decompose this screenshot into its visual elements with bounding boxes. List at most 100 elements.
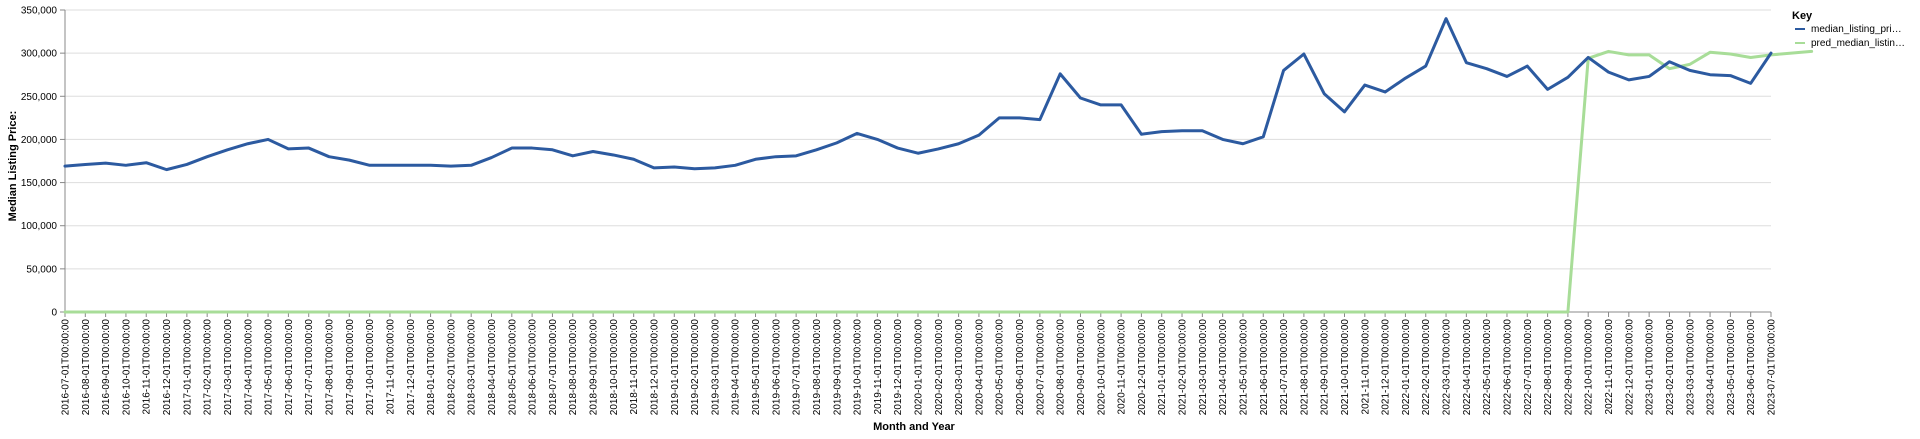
x-tick-label: 2022-03-01T00:00:00 xyxy=(1442,319,1453,416)
x-tick-label: 2022-01-01T00:00:00 xyxy=(1401,319,1412,416)
y-tick-label: 200,000 xyxy=(21,135,58,146)
x-tick-label: 2020-09-01T00:00:00 xyxy=(1076,319,1087,416)
x-tick-label: 2021-09-01T00:00:00 xyxy=(1320,319,1331,416)
x-tick-label: 2023-06-01T00:00:00 xyxy=(1746,319,1757,416)
x-tick-label: 2019-03-01T00:00:00 xyxy=(710,319,721,416)
x-tick-label: 2021-04-01T00:00:00 xyxy=(1218,319,1229,416)
x-tick-label: 2016-10-01T00:00:00 xyxy=(121,319,132,416)
y-tick-label: 250,000 xyxy=(21,92,58,103)
x-tick-label: 2020-02-01T00:00:00 xyxy=(934,319,945,416)
x-tick-label: 2019-04-01T00:00:00 xyxy=(731,319,742,416)
series-line-pred-median-listing-price xyxy=(63,49,1814,314)
x-tick-label: 2017-04-01T00:00:00 xyxy=(243,319,254,416)
x-tick-label: 2020-11-01T00:00:00 xyxy=(1117,319,1128,415)
x-tick-label: 2023-01-01T00:00:00 xyxy=(1645,319,1656,416)
x-tick-label: 2017-10-01T00:00:00 xyxy=(365,319,376,416)
x-tick-label: 2022-08-01T00:00:00 xyxy=(1543,319,1554,416)
x-tick-label: 2019-10-01T00:00:00 xyxy=(853,319,864,416)
x-tick-label: 2022-05-01T00:00:00 xyxy=(1482,319,1493,416)
x-tick-label: 2017-07-01T00:00:00 xyxy=(304,319,315,416)
x-tick-label: 2020-08-01T00:00:00 xyxy=(1056,319,1067,416)
x-tick-label: 2016-07-01T00:00:00 xyxy=(61,319,72,416)
x-tick-label: 2021-01-01T00:00:00 xyxy=(1157,319,1168,416)
x-tick-labels: 2016-07-01T00:00:00 2016-08-01T00:00:00 20… xyxy=(61,319,1778,416)
x-tick-label: 2018-01-01T00:00:00 xyxy=(426,319,437,416)
x-tick-label: 2017-03-01T00:00:00 xyxy=(223,319,234,416)
x-tick-label: 2022-06-01T00:00:00 xyxy=(1502,319,1513,416)
x-tick-label: 2023-03-01T00:00:00 xyxy=(1685,319,1696,416)
x-tick-label: 2021-06-01T00:00:00 xyxy=(1259,319,1270,416)
x-tick-label: 2019-11-01T00:00:00 xyxy=(873,319,884,415)
x-tick-label: 2019-02-01T00:00:00 xyxy=(690,319,701,416)
series-layer xyxy=(63,17,1814,314)
x-tick-label: 2016-12-01T00:00:00 xyxy=(162,319,173,416)
x-tick-label: 2022-04-01T00:00:00 xyxy=(1462,319,1473,416)
x-tick-label: 2021-05-01T00:00:00 xyxy=(1238,319,1249,416)
x-tick-label: 2019-07-01T00:00:00 xyxy=(792,319,803,416)
x-tick-label: 2017-01-01T00:00:00 xyxy=(182,319,193,416)
x-tick-label: 2018-05-01T00:00:00 xyxy=(507,319,518,416)
y-tick-label: 50,000 xyxy=(26,264,57,275)
x-tick-label: 2020-03-01T00:00:00 xyxy=(954,319,965,416)
x-tick-label: 2018-10-01T00:00:00 xyxy=(609,319,620,416)
x-tick-label: 2019-12-01T00:00:00 xyxy=(893,319,904,416)
x-tick-label: 2020-07-01T00:00:00 xyxy=(1035,319,1046,416)
y-tick-label: 100,000 xyxy=(21,221,58,232)
x-tick-label: 2019-05-01T00:00:00 xyxy=(751,319,762,416)
y-tick-label: 300,000 xyxy=(21,49,58,60)
y-axis-title: Median Listing Price: xyxy=(7,111,19,222)
x-tick-label: 2018-07-01T00:00:00 xyxy=(548,319,559,416)
x-tick-label: 2023-05-01T00:00:00 xyxy=(1726,319,1737,416)
axis-layer xyxy=(60,9,1772,317)
x-tick-label: 2020-10-01T00:00:00 xyxy=(1096,319,1107,416)
x-tick-label: 2019-09-01T00:00:00 xyxy=(832,319,843,416)
x-tick-label: 2022-10-01T00:00:00 xyxy=(1584,319,1595,416)
x-tick-label: 2021-10-01T00:00:00 xyxy=(1340,319,1351,416)
x-tick-label: 2023-07-01T00:00:00 xyxy=(1767,319,1778,416)
x-tick-label: 2021-11-01T00:00:00 xyxy=(1360,319,1371,415)
x-tick-label: 2017-02-01T00:00:00 xyxy=(203,319,214,416)
x-tick-label: 2018-02-01T00:00:00 xyxy=(446,319,457,416)
x-tick-label: 2017-05-01T00:00:00 xyxy=(264,319,275,416)
x-tick-label: 2017-11-01T00:00:00 xyxy=(385,319,396,415)
x-tick-label: 2018-03-01T00:00:00 xyxy=(467,319,478,416)
x-tick-label: 2018-09-01T00:00:00 xyxy=(589,319,600,416)
x-tick-label: 2016-08-01T00:00:00 xyxy=(81,319,92,416)
x-tick-label: 2018-06-01T00:00:00 xyxy=(528,319,539,416)
legend-label: pred_median_listin… xyxy=(1811,38,1905,49)
x-tick-label: 2019-01-01T00:00:00 xyxy=(670,319,681,416)
x-tick-label: 2018-08-01T00:00:00 xyxy=(568,319,579,416)
x-tick-label: 2022-12-01T00:00:00 xyxy=(1624,319,1635,416)
x-axis-title: Month and Year xyxy=(873,421,955,433)
x-tick-label: 2019-08-01T00:00:00 xyxy=(812,319,823,416)
x-tick-label: 2017-12-01T00:00:00 xyxy=(406,319,417,416)
x-tick-label: 2021-02-01T00:00:00 xyxy=(1178,319,1189,416)
x-tick-label: 2018-04-01T00:00:00 xyxy=(487,319,498,416)
x-tick-label: 2020-12-01T00:00:00 xyxy=(1137,319,1148,416)
y-tick-labels: 0 50,000 100,000 150,000 200,000 250,000 300,0… xyxy=(21,6,58,319)
series-line-median-listing-price xyxy=(63,17,1773,172)
y-tick-label: 0 xyxy=(51,308,57,319)
x-tick-label: 2022-09-01T00:00:00 xyxy=(1563,319,1574,416)
x-tick-label: 2022-11-01T00:00:00 xyxy=(1604,319,1615,415)
legend-title: Key xyxy=(1792,10,1813,22)
x-tick-label: 2022-07-01T00:00:00 xyxy=(1523,319,1534,416)
x-tick-label: 2023-04-01T00:00:00 xyxy=(1706,319,1717,416)
x-tick-label: 2021-07-01T00:00:00 xyxy=(1279,319,1290,416)
x-tick-label: 2017-08-01T00:00:00 xyxy=(325,319,336,416)
x-tick-label: 2021-03-01T00:00:00 xyxy=(1198,319,1209,416)
x-tick-label: 2020-01-01T00:00:00 xyxy=(914,319,925,416)
x-tick-label: 2022-02-01T00:00:00 xyxy=(1421,319,1432,416)
x-tick-label: 2020-04-01T00:00:00 xyxy=(974,319,985,416)
x-tick-label: 2017-09-01T00:00:00 xyxy=(345,319,356,416)
x-tick-label: 2021-08-01T00:00:00 xyxy=(1299,319,1310,416)
legend: Key median_listing_pri… pred_median_listi… xyxy=(1792,10,1905,49)
y-tick-label: 150,000 xyxy=(21,178,58,189)
x-tick-label: 2016-09-01T00:00:00 xyxy=(101,319,112,416)
x-tick-label: 2019-06-01T00:00:00 xyxy=(771,319,782,416)
x-tick-label: 2016-11-01T00:00:00 xyxy=(142,319,153,415)
x-tick-label: 2018-12-01T00:00:00 xyxy=(649,319,660,416)
legend-entries: median_listing_pri… pred_median_listin… xyxy=(1795,24,1905,49)
